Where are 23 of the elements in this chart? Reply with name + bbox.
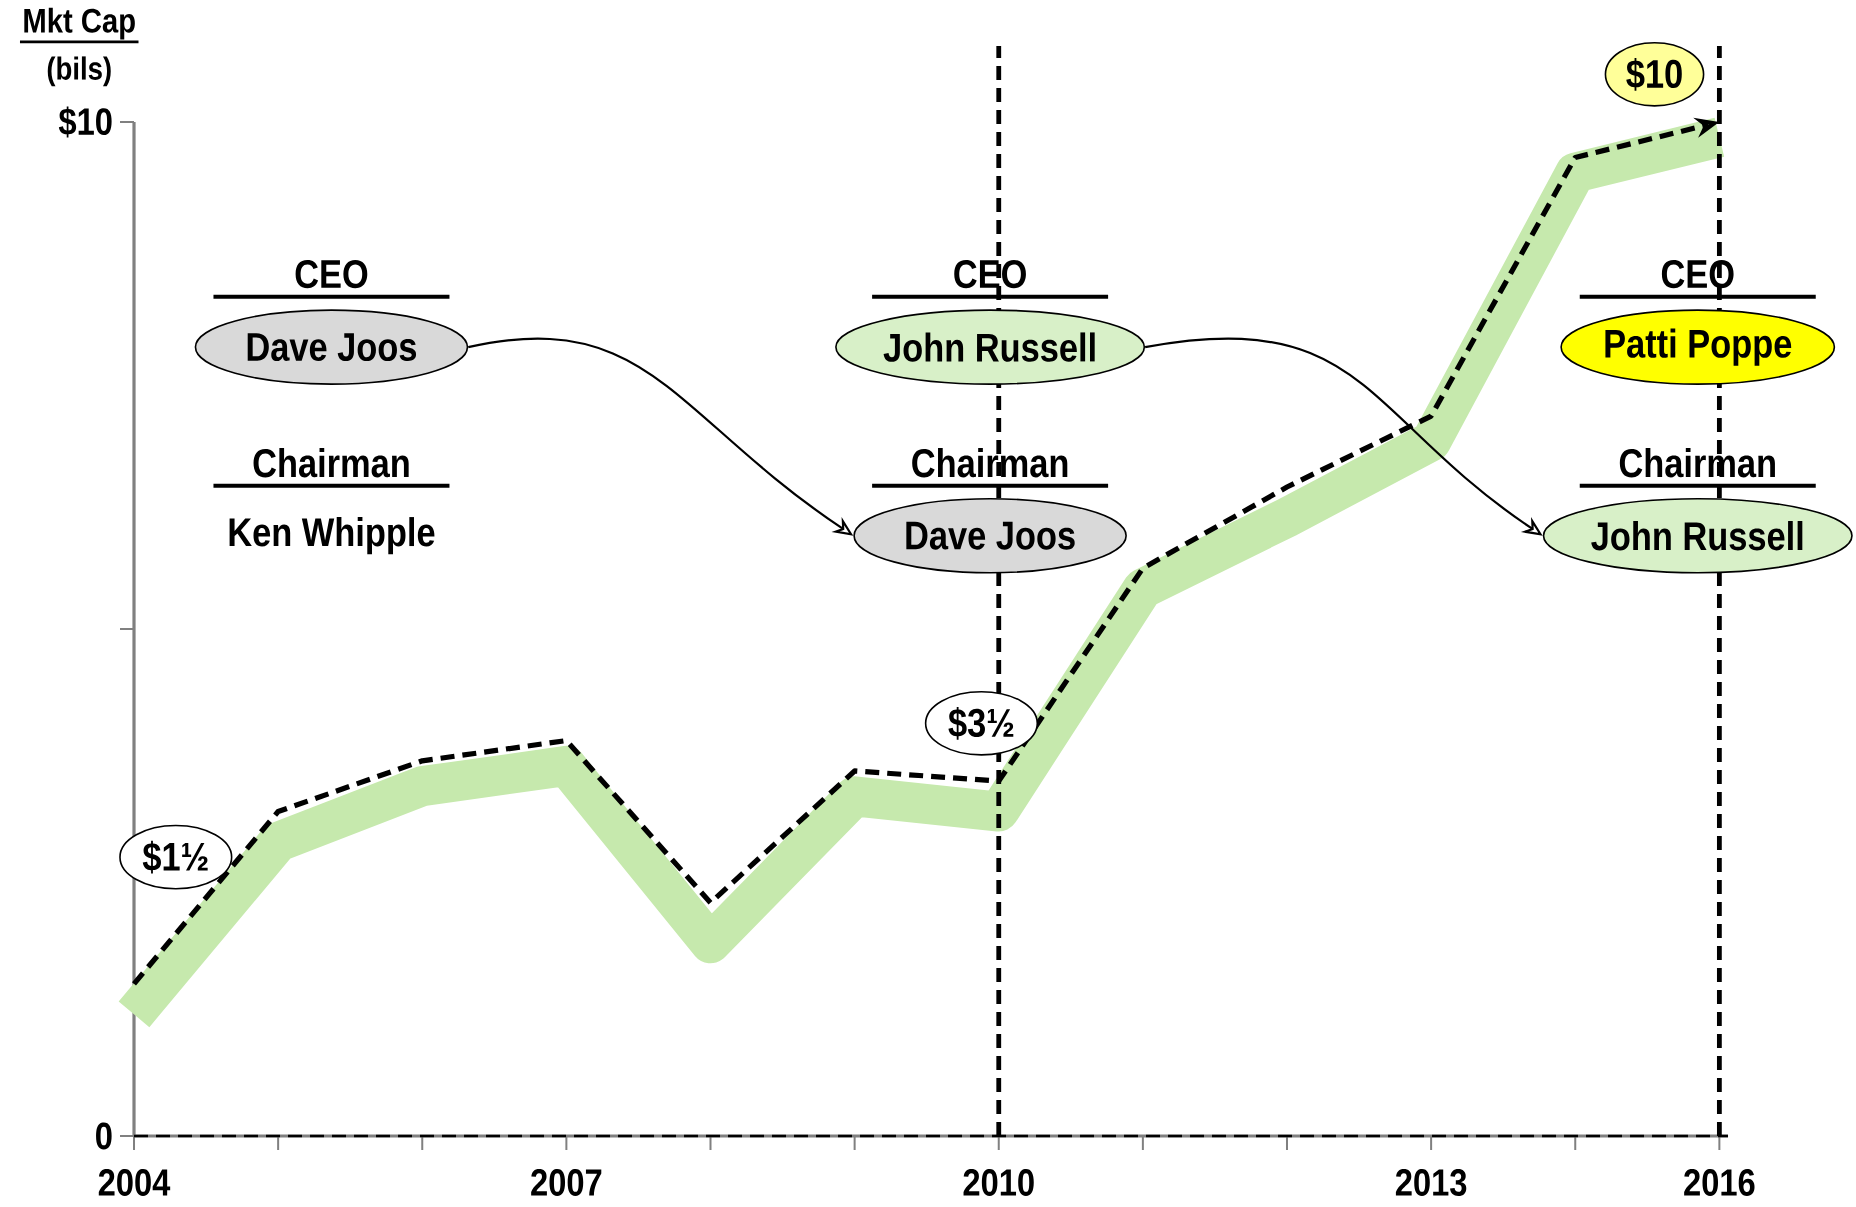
x-tick-label: 2010	[963, 1169, 1034, 1196]
text: $10	[1626, 58, 1682, 91]
x-tick-label: 2016	[1684, 1169, 1755, 1196]
annotation: Dave Joos	[247, 333, 417, 362]
y-axis-title: Mkt Cap	[24, 7, 135, 40]
annotation: Dave Joos	[906, 521, 1075, 550]
y-tick-label: 0	[96, 1122, 112, 1150]
text: (bils)	[47, 56, 111, 87]
annotation: Patti Poppe	[1605, 328, 1792, 366]
x-tick-label: 2013	[1395, 1169, 1467, 1197]
annotation: $3½	[948, 706, 1014, 740]
annotation: CEO	[295, 259, 368, 289]
annotation: John Russell	[883, 332, 1095, 362]
annotation: Ken Whipple	[229, 517, 435, 555]
x-tick-label: 2007	[531, 1169, 602, 1196]
annotation: Chairman	[253, 448, 409, 478]
annotation: CEO	[1661, 259, 1734, 289]
annotation: John Russell	[1591, 521, 1803, 551]
annotation: Chairman	[912, 448, 1068, 478]
annotation: Chairman	[1619, 448, 1775, 478]
annotation: $1½	[142, 840, 208, 874]
annotation: CEO	[954, 259, 1026, 289]
x-tick-label: 2004	[98, 1169, 171, 1196]
